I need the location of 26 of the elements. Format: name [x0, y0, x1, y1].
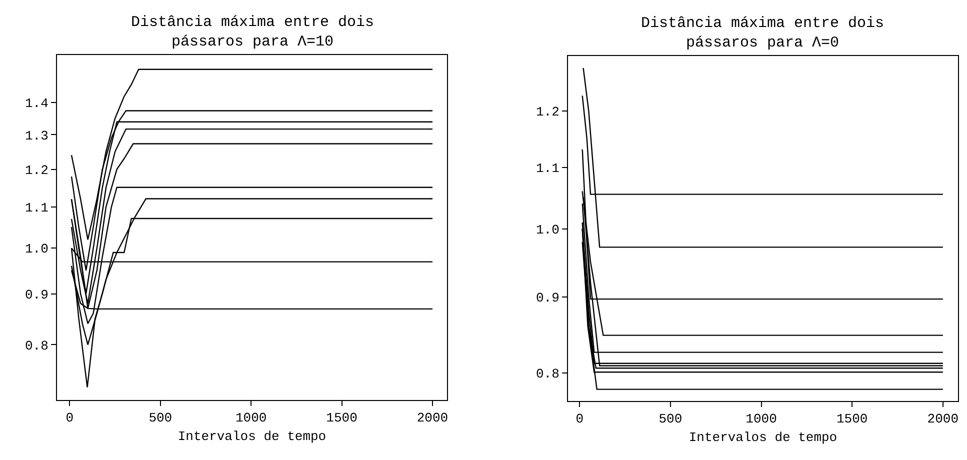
chart-title: Distância máxima entre dois pássaros para Λ=10	[131, 14, 374, 50]
y-tick-label: 1.0	[24, 242, 48, 257]
y-tick-label: 0.8	[24, 338, 48, 354]
y-tick-label: 0.9	[24, 287, 48, 302]
x-tick-label: 1500	[326, 410, 358, 426]
y-tick-label: 0.9	[536, 290, 560, 306]
y-tick-label: 1.1	[24, 200, 49, 216]
x-tick-label: 2000	[927, 412, 959, 427]
y-tick-label: 0.8	[536, 366, 560, 382]
x-tick-label: 500	[148, 410, 172, 426]
x-axis-title: Intervalos de tempo	[178, 429, 326, 444]
y-tick-label: 1.1	[536, 160, 560, 176]
y-tick-label: 1.4	[24, 96, 49, 112]
y-tick-label: 1.3	[24, 128, 48, 144]
y-tick-label: 1.2	[536, 104, 560, 120]
x-tick-label: 1000	[235, 410, 267, 426]
x-tick-label: 2000	[416, 410, 448, 426]
chart-title: Distância máxima entre dois pássaros para Λ=0	[641, 15, 884, 52]
x-tick-label: 500	[658, 412, 682, 427]
x-tick-label: 1000	[746, 412, 777, 427]
y-tick-label: 1.0	[536, 222, 560, 238]
x-tick-label: 0	[66, 410, 74, 426]
x-axis-title: Intervalos de tempo	[688, 430, 838, 446]
x-tick-label: 0	[576, 412, 584, 427]
x-tick-label: 1500	[836, 412, 868, 427]
y-tick-label: 1.2	[24, 162, 48, 178]
